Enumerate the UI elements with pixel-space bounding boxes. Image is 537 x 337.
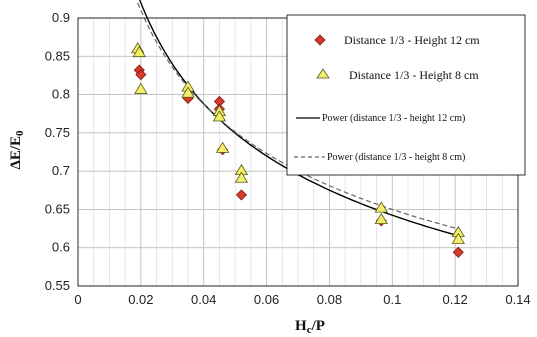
triangle-point	[134, 82, 148, 94]
x-tick-label: 0.1	[383, 292, 401, 307]
x-tick-label: 0.02	[128, 292, 153, 307]
y-tick-label: 0.7	[52, 163, 70, 178]
x-axis-title-main: H	[295, 318, 307, 334]
trend-line-8cm	[137, 2, 459, 230]
diamond-point	[135, 69, 147, 81]
y-tick-label: 0.8	[52, 87, 70, 102]
legend-entry-series-3: Power (distance 1/3 - height 12 cm)	[296, 113, 465, 124]
y-tick-label: 0.6	[52, 240, 70, 255]
x-tick-label: 0.12	[442, 292, 467, 307]
y-tick-label: 0.85	[45, 48, 70, 63]
triangle-point	[374, 212, 388, 225]
y-tick-label: 0.65	[45, 201, 70, 216]
legend-label-series-2: Distance 1/3 - Height 8 cm	[349, 68, 479, 82]
y-axis-title-sub: 0	[14, 130, 26, 136]
x-tick-label: 0.14	[505, 292, 530, 307]
triangle-point	[212, 110, 227, 122]
y-tick-labels: 0.55 0.6 0.65 0.7 0.75 0.8 0.85 0.9	[45, 10, 70, 293]
triangle-point	[215, 141, 230, 153]
y-tick-label: 0.9	[52, 10, 70, 25]
legend-label-series-4: Power (distance 1/3 - height 8 cm)	[327, 152, 465, 163]
triangle-point	[451, 232, 465, 244]
triangle-point	[181, 86, 195, 98]
y-tick-label: 0.55	[45, 278, 70, 293]
axes: 0 0.02 0.04 0.06 0.08 0.1 0.12 0.14 0.55 0.6 0.65…	[45, 10, 531, 307]
legend-entry-series-4: Power (distance 1/3 - height 8 cm)	[294, 152, 465, 163]
legend-entry-series-1: Distance 1/3 - Height 12 cm	[314, 33, 480, 47]
legend-triangle-marker	[316, 68, 330, 79]
legend: Distance 1/3 - Height 12 cm Distance 1/3…	[286, 14, 526, 176]
y-axis-title: ΔE/E0	[8, 130, 26, 170]
y-tick-label: 0.75	[45, 125, 70, 140]
x-axis-title-rest: /P	[311, 318, 325, 334]
legend-label-series-1: Distance 1/3 - Height 12 cm	[344, 33, 480, 47]
legend-box	[286, 14, 526, 176]
x-tick-label: 0	[74, 292, 81, 307]
x-tick-label: 0.08	[317, 292, 342, 307]
diamond-point	[452, 246, 464, 258]
legend-entry-series-2: Distance 1/3 - Height 8 cm	[316, 68, 479, 82]
legend-label-series-3: Power (distance 1/3 - height 12 cm)	[322, 113, 465, 124]
triangle-point	[234, 171, 249, 183]
triangle-point	[374, 201, 388, 213]
triangle-point	[132, 45, 146, 58]
x-axis-title-sub: c	[307, 324, 312, 336]
x-axis-title: Hc/P	[295, 318, 325, 336]
x-tick-label: 0.04	[191, 292, 216, 307]
x-tick-labels: 0 0.02 0.04 0.06 0.08 0.1 0.12 0.14	[74, 292, 530, 307]
x-tick-label: 0.06	[254, 292, 279, 307]
legend-diamond-marker	[314, 34, 326, 46]
diamond-point	[235, 189, 247, 201]
y-axis-title-main: ΔE/E	[8, 136, 24, 170]
data-markers	[131, 42, 465, 258]
